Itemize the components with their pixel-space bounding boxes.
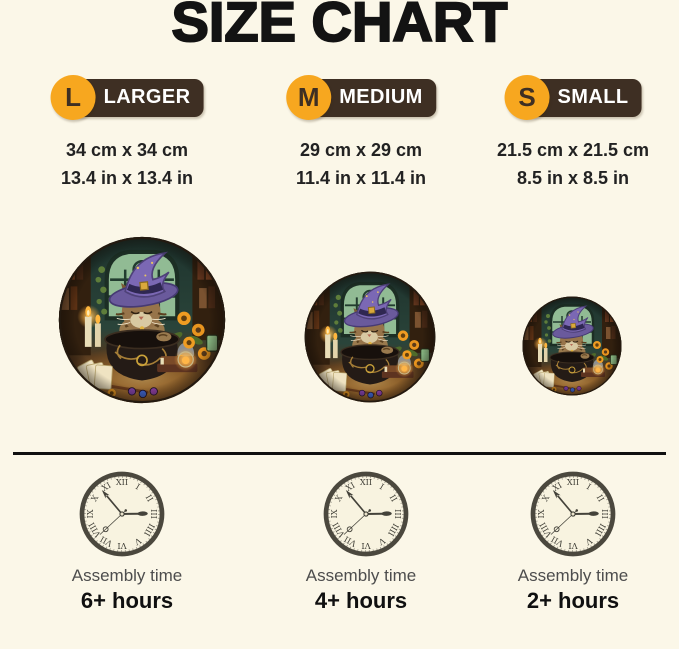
size-letter-circle: L [50, 75, 96, 120]
dimensions-in: 13.4 in x 13.4 in [60, 168, 194, 188]
size-letter-circle: M [286, 75, 332, 120]
dimensions-in: 11.4 in x 11.4 in [295, 168, 427, 188]
assembly-time-label: Assembly time [305, 566, 417, 585]
dimensions-cm: 29 cm x 29 cm [299, 140, 423, 160]
puzzle-preview-image [522, 296, 622, 396]
size-badge-medium: M MEDIUM [286, 75, 436, 120]
size-label-pill: LARGER [71, 78, 204, 117]
size-badge-larger: L LARGER [50, 75, 204, 120]
size-column-larger: L LARGER 34 cm x 34 cm 13.4 in x 13.4 in… [17, 0, 237, 649]
dimensions-cm: 21.5 cm x 21.5 cm [496, 140, 650, 160]
clock-icon [530, 471, 616, 557]
assembly-time-label: Assembly time [517, 566, 629, 585]
size-label-pill: MEDIUM [307, 78, 436, 117]
assembly-time-value: 2+ hours [526, 588, 620, 613]
assembly-time-label: Assembly time [71, 566, 183, 585]
assembly-time-value: 6+ hours [80, 588, 174, 613]
clock-icon [79, 471, 165, 557]
clock-icon [323, 471, 409, 557]
size-column-medium: M MEDIUM 29 cm x 29 cm 11.4 in x 11.4 in… [251, 0, 471, 649]
assembly-time-value: 4+ hours [314, 588, 408, 613]
section-divider-line [13, 452, 666, 455]
puzzle-preview-image [58, 236, 226, 404]
page-title: SIZE CHART [171, 0, 509, 53]
dimensions-cm: 34 cm x 34 cm [65, 140, 189, 160]
size-letter-circle: S [504, 75, 550, 120]
size-badge-small: S SMALL [504, 75, 642, 120]
size-column-small: S SMALL 21.5 cm x 21.5 cm 8.5 in x 8.5 i… [463, 0, 679, 649]
dimensions-in: 8.5 in x 8.5 in [516, 168, 630, 188]
puzzle-preview-image [304, 271, 436, 403]
